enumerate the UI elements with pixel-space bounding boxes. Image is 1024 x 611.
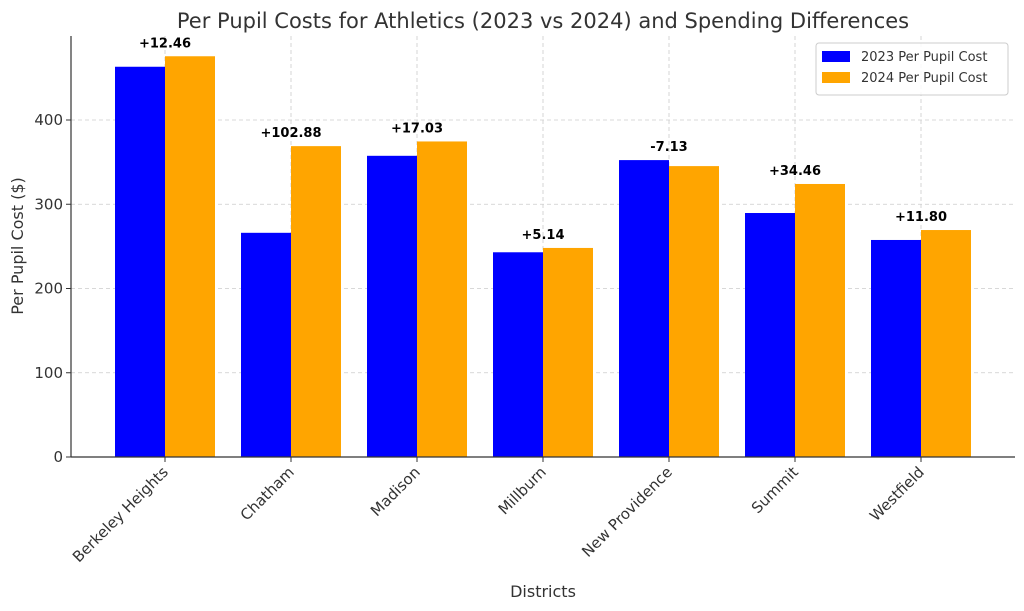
legend-label-2023: 2023 Per Pupil Cost xyxy=(861,50,987,65)
bar-2023 xyxy=(619,160,669,457)
legend-box xyxy=(815,42,1009,96)
bar-2024 xyxy=(921,230,971,457)
x-tick-label: New Providence xyxy=(578,463,676,561)
y-axis-label: Per Pupil Cost ($) xyxy=(8,177,27,315)
legend-swatch-2023 xyxy=(822,51,850,62)
x-tick-label: Millburn xyxy=(495,463,550,518)
bar-2024 xyxy=(795,183,845,458)
bar-2024 xyxy=(669,166,719,457)
legend: 2023 Per Pupil Cost 2024 Per Pupil Cost xyxy=(815,42,1009,96)
x-tick-label: Chatham xyxy=(237,463,298,524)
bar-2024 xyxy=(165,56,215,458)
bar-2024 xyxy=(291,146,341,458)
bar-2023 xyxy=(115,66,165,457)
difference-label: +17.03 xyxy=(391,121,443,136)
legend-label-2024: 2024 Per Pupil Cost xyxy=(861,71,987,86)
y-tick-label: 100 xyxy=(34,364,63,382)
bar-2023 xyxy=(493,252,543,457)
y-tick-label: 400 xyxy=(34,111,63,129)
bar-2023 xyxy=(871,239,921,457)
x-tick-label: Madison xyxy=(367,463,424,520)
difference-label: +34.46 xyxy=(769,164,821,179)
bar-2023 xyxy=(745,213,795,457)
x-tick-label: Summit xyxy=(748,463,802,517)
bar-2024 xyxy=(543,247,593,457)
bar-2023 xyxy=(241,232,291,457)
chart-title: Per Pupil Costs for Athletics (2023 vs 2… xyxy=(177,9,909,33)
bar-2024 xyxy=(417,141,467,457)
legend-swatch-2024 xyxy=(822,72,850,83)
difference-label: +102.88 xyxy=(260,126,321,141)
y-tick-label: 0 xyxy=(53,448,63,466)
difference-label: +5.14 xyxy=(522,228,565,243)
x-axis-label: Districts xyxy=(510,582,576,601)
x-tick-label: Westfield xyxy=(866,463,928,525)
difference-label: -7.13 xyxy=(650,140,687,155)
x-tick-label: Berkeley Heights xyxy=(69,463,172,566)
y-tick-label: 200 xyxy=(34,280,63,298)
difference-label: +12.46 xyxy=(139,36,191,51)
bar-2023 xyxy=(367,155,417,457)
y-tick-label: 300 xyxy=(34,195,63,213)
difference-label: +11.80 xyxy=(895,210,947,225)
